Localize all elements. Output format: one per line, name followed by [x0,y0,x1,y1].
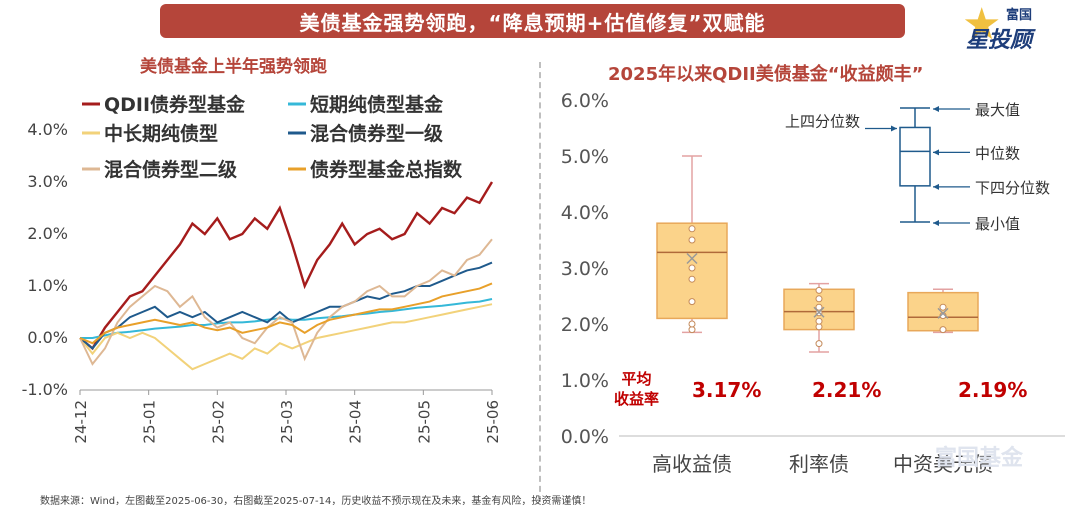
x-tick-label: 25-04 [347,400,365,444]
box-chart: 6.0% 5.0% 4.0% 3.0% 2.0% 1.0% 0.0% 高收益债 利率债 中资美元债… [561,90,1065,476]
right-chart-title: 2025年以来QDII美债基金“收益颇丰” [608,64,924,85]
data-point [939,303,947,311]
legend-box-label: 最大值 [975,101,1020,119]
logo-top-text: 富国 [1006,8,1033,23]
x-category-label: 利率债 [789,452,849,476]
y-tick-label: 3.0% [27,172,68,191]
legend-box-label: 上四分位数 [785,112,860,130]
mean-marker [686,252,698,265]
banner-title: 美债基金强势领跑，“降息预期+估值修复”双赋能 [160,4,905,38]
y-tick-label: 4.0% [27,120,68,139]
legend-box [899,126,931,187]
legend-label: 短期纯债型基金 [310,93,444,116]
average-return-label: 平均 收益率 [614,369,659,409]
series-line [79,238,493,366]
y-tick-label: 2.0% [27,224,68,243]
y-tick-label: 4.0% [561,202,609,224]
legend-arrowhead [933,149,939,156]
legend-label: 中长期纯债型 [104,122,218,145]
data-point [688,264,696,272]
data-point [815,317,823,325]
footer-note: 数据来源：Wind，左图截至2025-06-30，右图截至2025-07-14，… [40,496,592,507]
legend-box-label: 中位数 [975,144,1020,162]
average-value-chinese-usd: 2.19% [958,378,1028,402]
x-tick-label: 25-01 [141,400,159,444]
x-tick-label: 25-05 [415,400,433,444]
average-label-line2: 收益率 [614,390,660,408]
x-category-label: 高收益债 [652,452,732,476]
data-point [688,320,696,328]
data-point [688,298,696,306]
legend-label: QDII债券型基金 [104,93,246,116]
y-tick-label: 0.0% [561,426,609,448]
data-point [815,340,823,348]
y-tick-label: 2.0% [561,314,609,336]
data-point [815,286,823,294]
legend-arrowhead [891,125,897,132]
left-chart-title: 美债基金上半年强势领跑 [140,57,327,77]
average-value-high-yield: 3.17% [692,378,762,402]
x-tick-label: 25-03 [278,400,296,444]
brand-logo: ★ 富国 星投顾 [962,0,1072,54]
legend-box-label: 下四分位数 [975,179,1050,197]
data-point [939,326,947,334]
y-tick-label: -1.0% [22,380,68,399]
y-tick-label: 5.0% [561,146,609,168]
average-label-line1: 平均 [621,370,652,388]
y-tick-label: 1.0% [561,370,609,392]
data-point [688,275,696,283]
mean-marker [937,307,949,319]
y-tick-label: 0.0% [27,328,68,347]
average-value-treasury: 2.21% [812,378,882,402]
series-line [79,181,494,351]
legend-arrowhead [933,106,939,112]
box-iqr [907,291,979,332]
data-point [815,303,823,311]
series-line [79,261,493,350]
line-chart: 4.0% 3.0% 2.0% 1.0% 0.0% -1.0%24-12 25-01 25-02… [22,93,502,444]
star-icon: ★ [962,0,1002,50]
x-tick-label: 25-02 [209,400,227,444]
legend-label: 混合债券型一级 [310,122,443,145]
x-tick-label: 25-06 [484,400,502,444]
y-tick-label: 1.0% [27,276,68,295]
panel-divider [539,62,541,502]
y-tick-label: 6.0% [561,90,609,112]
legend-label: 混合债券型二级 [104,158,237,181]
series-line [79,303,493,371]
x-category-label: 中资美元债 [893,452,993,476]
legend-box-label: 最小值 [975,215,1020,233]
x-tick-label: 24-12 [72,400,90,444]
data-point [688,225,696,233]
data-point [688,236,696,244]
legend-label: 债券型基金总指数 [310,158,463,181]
watermark: 富国基金 [935,446,1024,471]
logo-main-text: 星投顾 [966,28,1033,53]
data-point [815,295,823,303]
y-tick-label: 3.0% [561,258,609,280]
legend-arrowhead [933,220,939,226]
mean-marker [813,306,825,318]
series-line [79,282,493,345]
legend-arrowhead [933,183,939,190]
